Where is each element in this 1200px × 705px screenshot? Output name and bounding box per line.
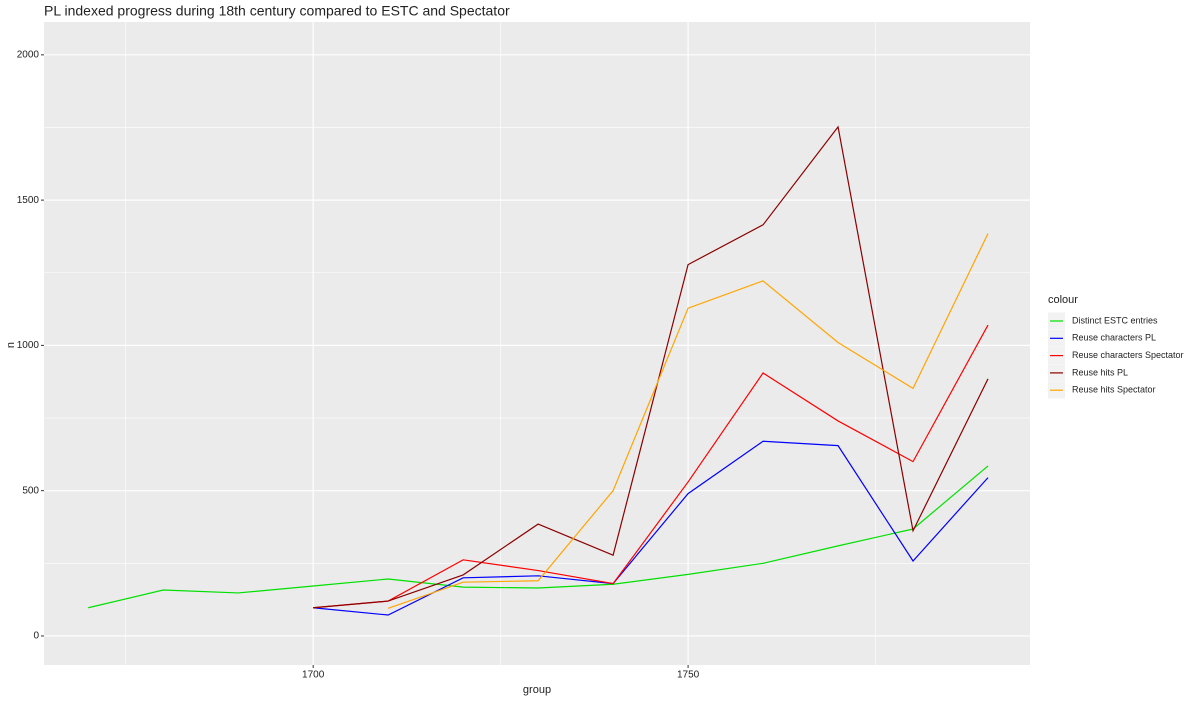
y-tick-label: 1000 <box>17 340 40 351</box>
legend-title: colour <box>1048 294 1078 306</box>
legend-label: Reuse hits PL <box>1072 367 1128 377</box>
y-tick-label: 0 <box>33 631 39 642</box>
y-axis-label: n <box>5 342 17 348</box>
series-line <box>88 465 989 609</box>
series-line <box>387 233 989 609</box>
series-line <box>313 324 989 609</box>
x-axis-label: group <box>523 684 551 696</box>
plot-panel <box>44 22 1030 665</box>
chart-title: PL indexed progress during 18th century … <box>44 3 510 19</box>
y-tick-label: 500 <box>22 485 39 496</box>
series-line <box>313 125 989 609</box>
series-line <box>313 440 989 616</box>
legend-label: Distinct ESTC entries <box>1072 315 1158 325</box>
x-tick-label: 1700 <box>302 670 325 681</box>
x-tick-label: 1750 <box>677 670 700 681</box>
legend-label: Reuse hits Spectator <box>1072 385 1156 395</box>
legend-label: Reuse characters PL <box>1072 333 1156 343</box>
y-tick-label: 1500 <box>17 195 40 206</box>
legend-label: Reuse characters Spectator <box>1072 350 1184 360</box>
y-tick-label: 2000 <box>17 49 40 60</box>
